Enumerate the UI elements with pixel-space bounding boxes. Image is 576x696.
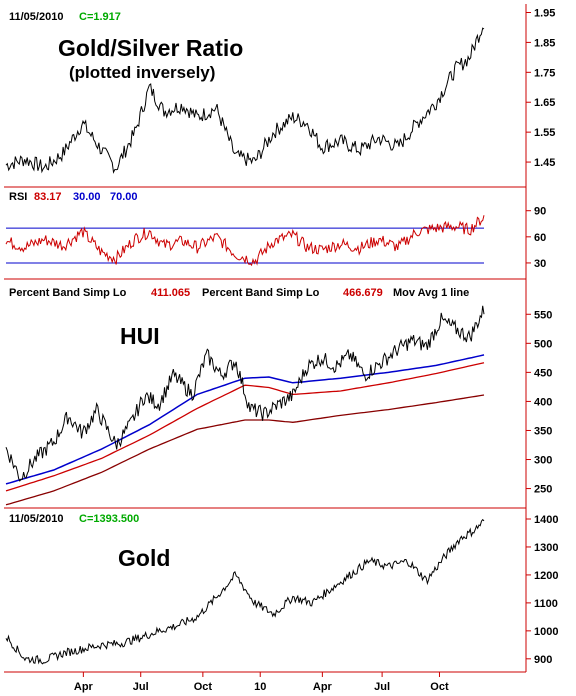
band-lower-line xyxy=(5,394,485,506)
time-tick-label: 10 xyxy=(254,681,266,693)
legend-band-lo-2-value: 466.679 xyxy=(343,287,383,299)
gold-line xyxy=(5,518,485,665)
ratio-tick-label: 1.65 xyxy=(534,97,555,109)
time-tick-label: Oct xyxy=(194,681,213,693)
time-tick-label: Jul xyxy=(374,681,390,693)
hui-title: HUI xyxy=(120,323,160,349)
rsi-title: RSI xyxy=(9,191,27,203)
legend-band-lo-1: Percent Band Simp Lo xyxy=(9,287,127,299)
rsi-tick-label: 60 xyxy=(534,232,546,244)
legend-mov-avg: Mov Avg 1 line xyxy=(393,287,469,299)
mov-avg-line xyxy=(5,354,485,485)
hui-tick-label: 350 xyxy=(534,425,552,437)
gold-tick-label: 1300 xyxy=(534,542,558,554)
ratio-tick-label: 1.45 xyxy=(534,157,555,169)
hui-tick-label: 400 xyxy=(534,396,552,408)
legend-band-lo-2: Percent Band Simp Lo xyxy=(202,287,320,299)
rsi-value: 83.17 xyxy=(34,191,62,203)
ratio-subtitle: (plotted inversely) xyxy=(69,63,215,82)
hui-tick-label: 300 xyxy=(534,455,552,467)
ratio-value-label: C=1.917 xyxy=(79,11,121,23)
rsi-tick-label: 30 xyxy=(534,258,546,270)
hui-line xyxy=(5,305,485,482)
gold-tick-label: 1000 xyxy=(534,626,558,638)
rsi-low-level: 30.00 xyxy=(73,191,101,203)
ratio-tick-label: 1.85 xyxy=(534,37,555,49)
gold-title: Gold xyxy=(118,545,170,571)
hui-tick-label: 250 xyxy=(534,484,552,496)
gold-tick-label: 900 xyxy=(534,654,552,666)
ratio-date-label: 11/05/2010 xyxy=(9,11,63,23)
hui-tick-label: 550 xyxy=(534,309,552,321)
ratio-tick-label: 1.75 xyxy=(534,67,555,79)
rsi-tick-label: 90 xyxy=(534,206,546,218)
hui-tick-label: 500 xyxy=(534,338,552,350)
gold-tick-label: 1200 xyxy=(534,570,558,582)
time-tick-label: Oct xyxy=(430,681,449,693)
gold-value-label: C=1393.500 xyxy=(79,513,139,525)
legend-band-lo-1-value: 411.065 xyxy=(151,287,190,299)
time-tick-label: Apr xyxy=(74,681,94,693)
gold-tick-label: 1100 xyxy=(534,598,558,610)
time-tick-label: Jul xyxy=(133,681,149,693)
hui-tick-label: 450 xyxy=(534,367,552,379)
ratio-tick-label: 1.55 xyxy=(534,127,555,139)
rsi-line xyxy=(5,215,485,267)
gold-tick-label: 1400 xyxy=(534,514,558,526)
gold-date-label: 11/05/2010 xyxy=(9,513,63,525)
rsi-high-level: 70.00 xyxy=(110,191,138,203)
time-tick-label: Apr xyxy=(313,681,333,693)
ratio-tick-label: 1.95 xyxy=(534,7,555,19)
band-upper-line xyxy=(5,362,485,492)
ratio-line xyxy=(5,27,485,174)
ratio-title: Gold/Silver Ratio xyxy=(58,35,243,61)
